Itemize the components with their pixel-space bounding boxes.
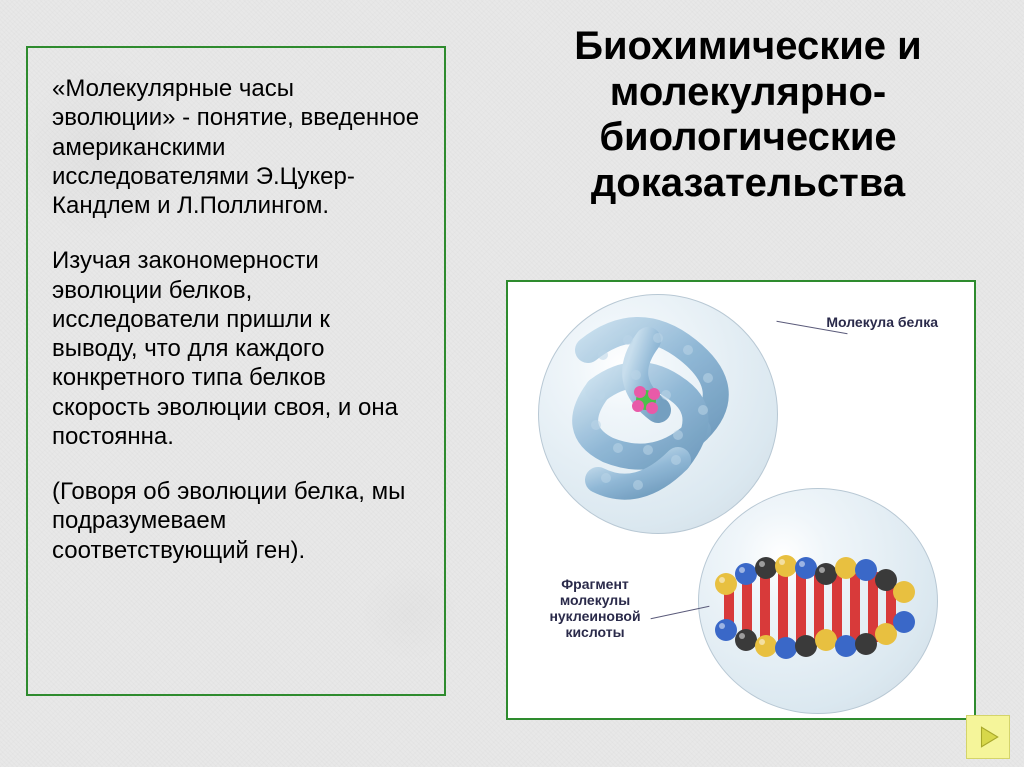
- label-dna: Фрагмент молекулы нуклеиновой кислоты: [530, 576, 660, 640]
- molecule-diagram: Молекула белка Фрагмент молекулы нуклеин…: [506, 280, 976, 720]
- text-box: «Молекулярные часы эволюции» - понятие, …: [26, 46, 446, 696]
- paragraph-2: Изучая закономерности эволюции белков, и…: [52, 246, 420, 451]
- paragraph-3: (Говоря об эволюции белка, мы подразумев…: [52, 477, 420, 565]
- next-slide-button[interactable]: [966, 715, 1010, 759]
- label-protein: Молекула белка: [818, 314, 938, 330]
- slide-title: Биохимические и молекулярно-биологически…: [488, 24, 1008, 206]
- paragraph-1: «Молекулярные часы эволюции» - понятие, …: [52, 74, 420, 220]
- triangle-right-icon: [975, 724, 1001, 750]
